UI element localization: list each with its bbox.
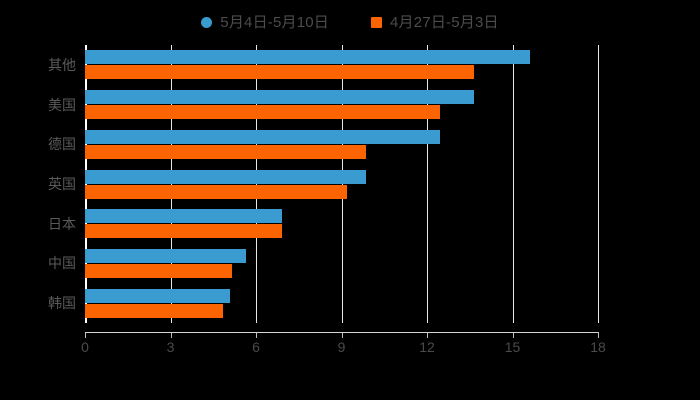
y-tick-label-韩国: 韩国	[48, 295, 76, 312]
bar-英国-4月27日-5月3日[interactable]	[85, 184, 348, 199]
legend-marker-circle-icon	[201, 16, 213, 28]
gridline-x-6	[256, 45, 257, 323]
y-tick-label-日本: 日本	[48, 215, 76, 232]
bar-group	[85, 209, 598, 239]
x-tick-mark-3	[170, 333, 172, 338]
y-tick-label-其他: 其他	[48, 56, 76, 73]
bar-日本-5月4日-5月10日[interactable]	[85, 209, 282, 224]
x-tick-label-18: 18	[590, 339, 606, 355]
bar-英国-5月4日-5月10日[interactable]	[85, 169, 366, 184]
bar-美国-5月4日-5月10日[interactable]	[85, 90, 475, 105]
bar-group	[85, 169, 598, 199]
gridline-x-9	[341, 45, 343, 323]
gridline-x-18	[598, 45, 599, 323]
x-tick-mark-0	[85, 333, 86, 338]
x-tick-mark-18	[598, 333, 599, 338]
bar-group	[85, 288, 598, 318]
x-tick-label-15: 15	[504, 339, 521, 355]
gridline-x-12	[427, 45, 428, 323]
bar-group	[85, 90, 598, 120]
legend-marker-square-icon	[371, 16, 382, 28]
gridline-x-3	[170, 45, 172, 323]
legend-label: 4月27日-5月3日	[390, 13, 499, 31]
bar-韩国-5月4日-5月10日[interactable]	[85, 288, 231, 303]
x-tick-label-12: 12	[419, 339, 435, 355]
legend-item-1[interactable]: 4月27日-5月3日	[371, 15, 499, 30]
x-tick-label-3: 3	[166, 339, 175, 355]
x-axis-tick-labels: 0 3 6 9 12 15 18	[81, 333, 606, 359]
y-axis-line	[85, 45, 87, 323]
bar-德国-4月27日-5月3日[interactable]	[85, 144, 366, 159]
chart-legend: 5月4日-5月10日 4月27日-5月3日	[0, 8, 700, 36]
x-tick-label-9: 9	[337, 339, 346, 355]
gridline-x-15	[512, 45, 514, 323]
x-tick-label-0: 0	[81, 339, 89, 355]
bar-其他-5月4日-5月10日[interactable]	[85, 50, 530, 65]
bar-其他-4月27日-5月3日[interactable]	[85, 65, 475, 80]
legend-item-0[interactable]: 5月4日-5月10日	[201, 15, 329, 30]
x-tick-mark-9	[341, 333, 343, 338]
y-tick-label-美国: 美国	[48, 96, 76, 113]
x-tick-mark-15	[512, 333, 514, 338]
x-tick-label-6: 6	[252, 339, 260, 355]
y-tick-label-中国: 中国	[48, 255, 76, 272]
bar-德国-5月4日-5月10日[interactable]	[85, 129, 440, 144]
y-axis-tick-labels: 其他美国德国英国日本中国韩国	[0, 45, 76, 323]
legend-label: 5月4日-5月10日	[220, 13, 329, 31]
bar-韩国-4月27日-5月3日[interactable]	[85, 303, 224, 318]
bar-中国-5月4日-5月10日[interactable]	[85, 248, 247, 263]
plot-area	[85, 45, 599, 323]
bar-group	[85, 50, 598, 80]
bar-group	[85, 248, 598, 278]
x-tick-mark-6	[256, 333, 257, 338]
bar-美国-4月27日-5月3日[interactable]	[85, 105, 440, 120]
x-tick-mark-12	[427, 333, 428, 338]
x-axis-line	[85, 332, 599, 333]
y-tick-label-英国: 英国	[48, 176, 76, 192]
y-tick-label-德国: 德国	[48, 136, 76, 153]
bar-中国-4月27日-5月3日[interactable]	[85, 263, 232, 278]
bar-group	[85, 129, 598, 159]
bar-日本-4月27日-5月3日[interactable]	[85, 224, 282, 239]
